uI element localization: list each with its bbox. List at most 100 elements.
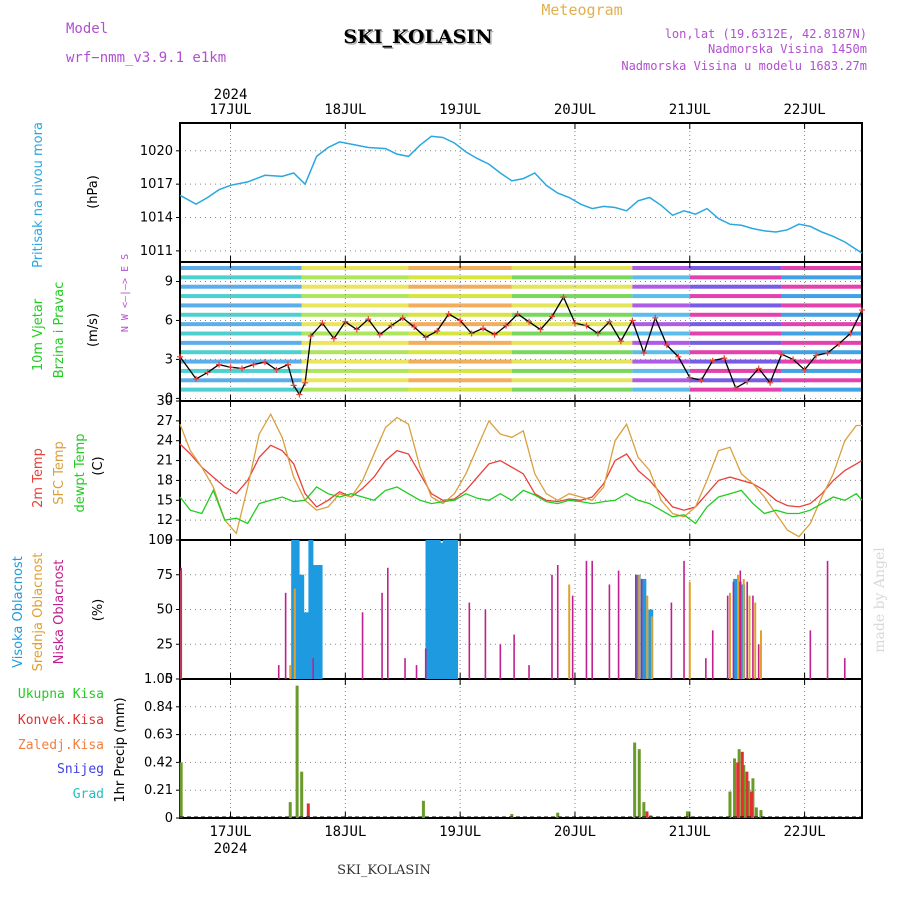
cloud-mid-bar bbox=[728, 592, 731, 679]
cloud-low-bar bbox=[732, 581, 735, 679]
wind-gust-marker bbox=[709, 357, 716, 364]
wind-barb-band bbox=[689, 378, 782, 383]
wind-barb-band bbox=[180, 359, 302, 364]
temp-unit: (C) bbox=[91, 456, 106, 475]
cloud-low-bar bbox=[284, 592, 287, 679]
cloud-low-bar bbox=[551, 574, 553, 679]
precip-conv-bar bbox=[645, 811, 649, 818]
cloud-low-bar bbox=[843, 658, 846, 679]
wind-gust-marker bbox=[744, 378, 751, 385]
wind-barb-band bbox=[632, 284, 690, 289]
precip-conv-bar bbox=[306, 803, 310, 818]
pressure-line bbox=[179, 135, 863, 254]
wind-barb-band bbox=[632, 312, 690, 317]
cloud-high-bar bbox=[733, 578, 739, 679]
cloud-high-bar bbox=[308, 540, 314, 679]
y-tick-label: 12 bbox=[156, 513, 173, 528]
wind-barb-band bbox=[511, 266, 633, 270]
cloud-mid-bar bbox=[638, 574, 641, 679]
wind-barb-band bbox=[689, 359, 782, 364]
y-tick-label: 100 bbox=[148, 533, 173, 548]
wind-barb-band bbox=[632, 266, 690, 270]
wind-gust-marker bbox=[663, 342, 670, 349]
temp-sfc-line bbox=[179, 412, 862, 538]
wind-gust-marker bbox=[411, 323, 418, 330]
wind-barb-band bbox=[781, 275, 862, 280]
wind-barb-band bbox=[511, 284, 633, 289]
precip-total-bar bbox=[759, 810, 763, 818]
precip-legend-conv: Konvek.Kisa bbox=[18, 713, 104, 728]
precip-total-bar bbox=[556, 812, 560, 818]
wind-barb-band bbox=[632, 387, 690, 392]
precip-legend-snow: Snijeg bbox=[57, 762, 104, 777]
precip-total-bar bbox=[510, 814, 514, 818]
wind-barb-band bbox=[180, 387, 302, 392]
station-title: SKI_KOLASIN bbox=[345, 28, 494, 50]
wind-barb-band bbox=[301, 266, 409, 270]
y-tick-label: 50 bbox=[156, 603, 173, 618]
wind-barb-band bbox=[511, 350, 633, 355]
wind-gust-marker bbox=[767, 379, 774, 386]
wind-barb-band bbox=[689, 368, 782, 373]
wind-gust-marker bbox=[537, 326, 544, 333]
wind-barb-band bbox=[689, 331, 782, 336]
date-label-top: 18JUL bbox=[324, 102, 366, 118]
wind-barb-band bbox=[180, 350, 302, 355]
y-tick-label: 0 bbox=[165, 391, 173, 406]
wind-barb-band bbox=[180, 266, 302, 270]
temp-ylabel-3: dewpt Temp bbox=[73, 433, 88, 512]
station-title-main: SKI_KOLASIN bbox=[343, 26, 492, 48]
cloud-ylabel-2: Srednja Oblacnost bbox=[31, 553, 46, 672]
y-tick-label: 3 bbox=[165, 352, 173, 367]
cloud-low-bar bbox=[635, 574, 637, 679]
cloud-low-bar bbox=[468, 602, 471, 679]
date-label-top: 17JUL bbox=[209, 102, 251, 118]
cloud-low-bar bbox=[752, 595, 754, 679]
cloud-low-bar bbox=[585, 560, 588, 679]
wind-ylabel-1: 10m Vjetar bbox=[31, 298, 46, 371]
wind-gust-marker bbox=[571, 320, 578, 327]
precip-conv-bar bbox=[745, 771, 749, 818]
wind-gust-marker bbox=[698, 377, 705, 384]
wind-gust-marker bbox=[514, 310, 521, 317]
cloud-mid-bar bbox=[759, 630, 762, 679]
wind-barb-band bbox=[180, 322, 302, 327]
cloud-low-bar bbox=[361, 612, 364, 679]
wind-gust-marker bbox=[296, 391, 303, 398]
precip-total-bar bbox=[633, 742, 637, 818]
wind-barb-band bbox=[781, 303, 862, 308]
wind-gust-marker bbox=[594, 330, 601, 337]
cloud-low-bar bbox=[711, 630, 714, 679]
wind-gust-marker bbox=[721, 355, 728, 362]
wind-gust-marker bbox=[491, 331, 498, 338]
wind-barb-band bbox=[781, 294, 862, 299]
wind-gust-marker bbox=[216, 361, 223, 368]
wind-barb-band bbox=[781, 359, 862, 364]
wind-barb-band bbox=[301, 359, 409, 364]
precip-ylabel: 1hr Precip (mm) bbox=[113, 697, 128, 802]
date-label-bottom: 19JUL bbox=[439, 824, 481, 840]
cloud-high-bar bbox=[449, 540, 455, 679]
cloud-low-bar bbox=[617, 570, 620, 679]
wind-gust-marker bbox=[204, 369, 211, 376]
wind-gust-marker bbox=[629, 317, 636, 324]
wind-barb-band bbox=[180, 284, 302, 289]
wind-barb-band bbox=[632, 368, 690, 373]
cloud-low-bar bbox=[387, 567, 389, 679]
date-label-bottom: 22JUL bbox=[784, 824, 826, 840]
wind-barb-band bbox=[689, 294, 782, 299]
wind-compass: N W <—|—> E S bbox=[120, 254, 131, 332]
wind-barb-band bbox=[408, 387, 512, 392]
wind-barb-band bbox=[632, 322, 690, 327]
wind-barb-band bbox=[180, 275, 302, 280]
cloud-mid-bar bbox=[742, 578, 745, 679]
footer-station: SKI_KOLASIN bbox=[337, 863, 431, 878]
wind-gust-marker bbox=[617, 338, 624, 345]
wind-gust-marker bbox=[319, 320, 326, 327]
wind-barb-band bbox=[180, 303, 302, 308]
cloud-high-bar bbox=[303, 612, 309, 679]
wind-gust-marker bbox=[675, 353, 682, 360]
cloud-ylabel-3: Niska Oblacnost bbox=[52, 560, 67, 665]
date-label-bottom: 17JUL bbox=[209, 824, 251, 840]
wind-gust-marker bbox=[193, 375, 200, 382]
